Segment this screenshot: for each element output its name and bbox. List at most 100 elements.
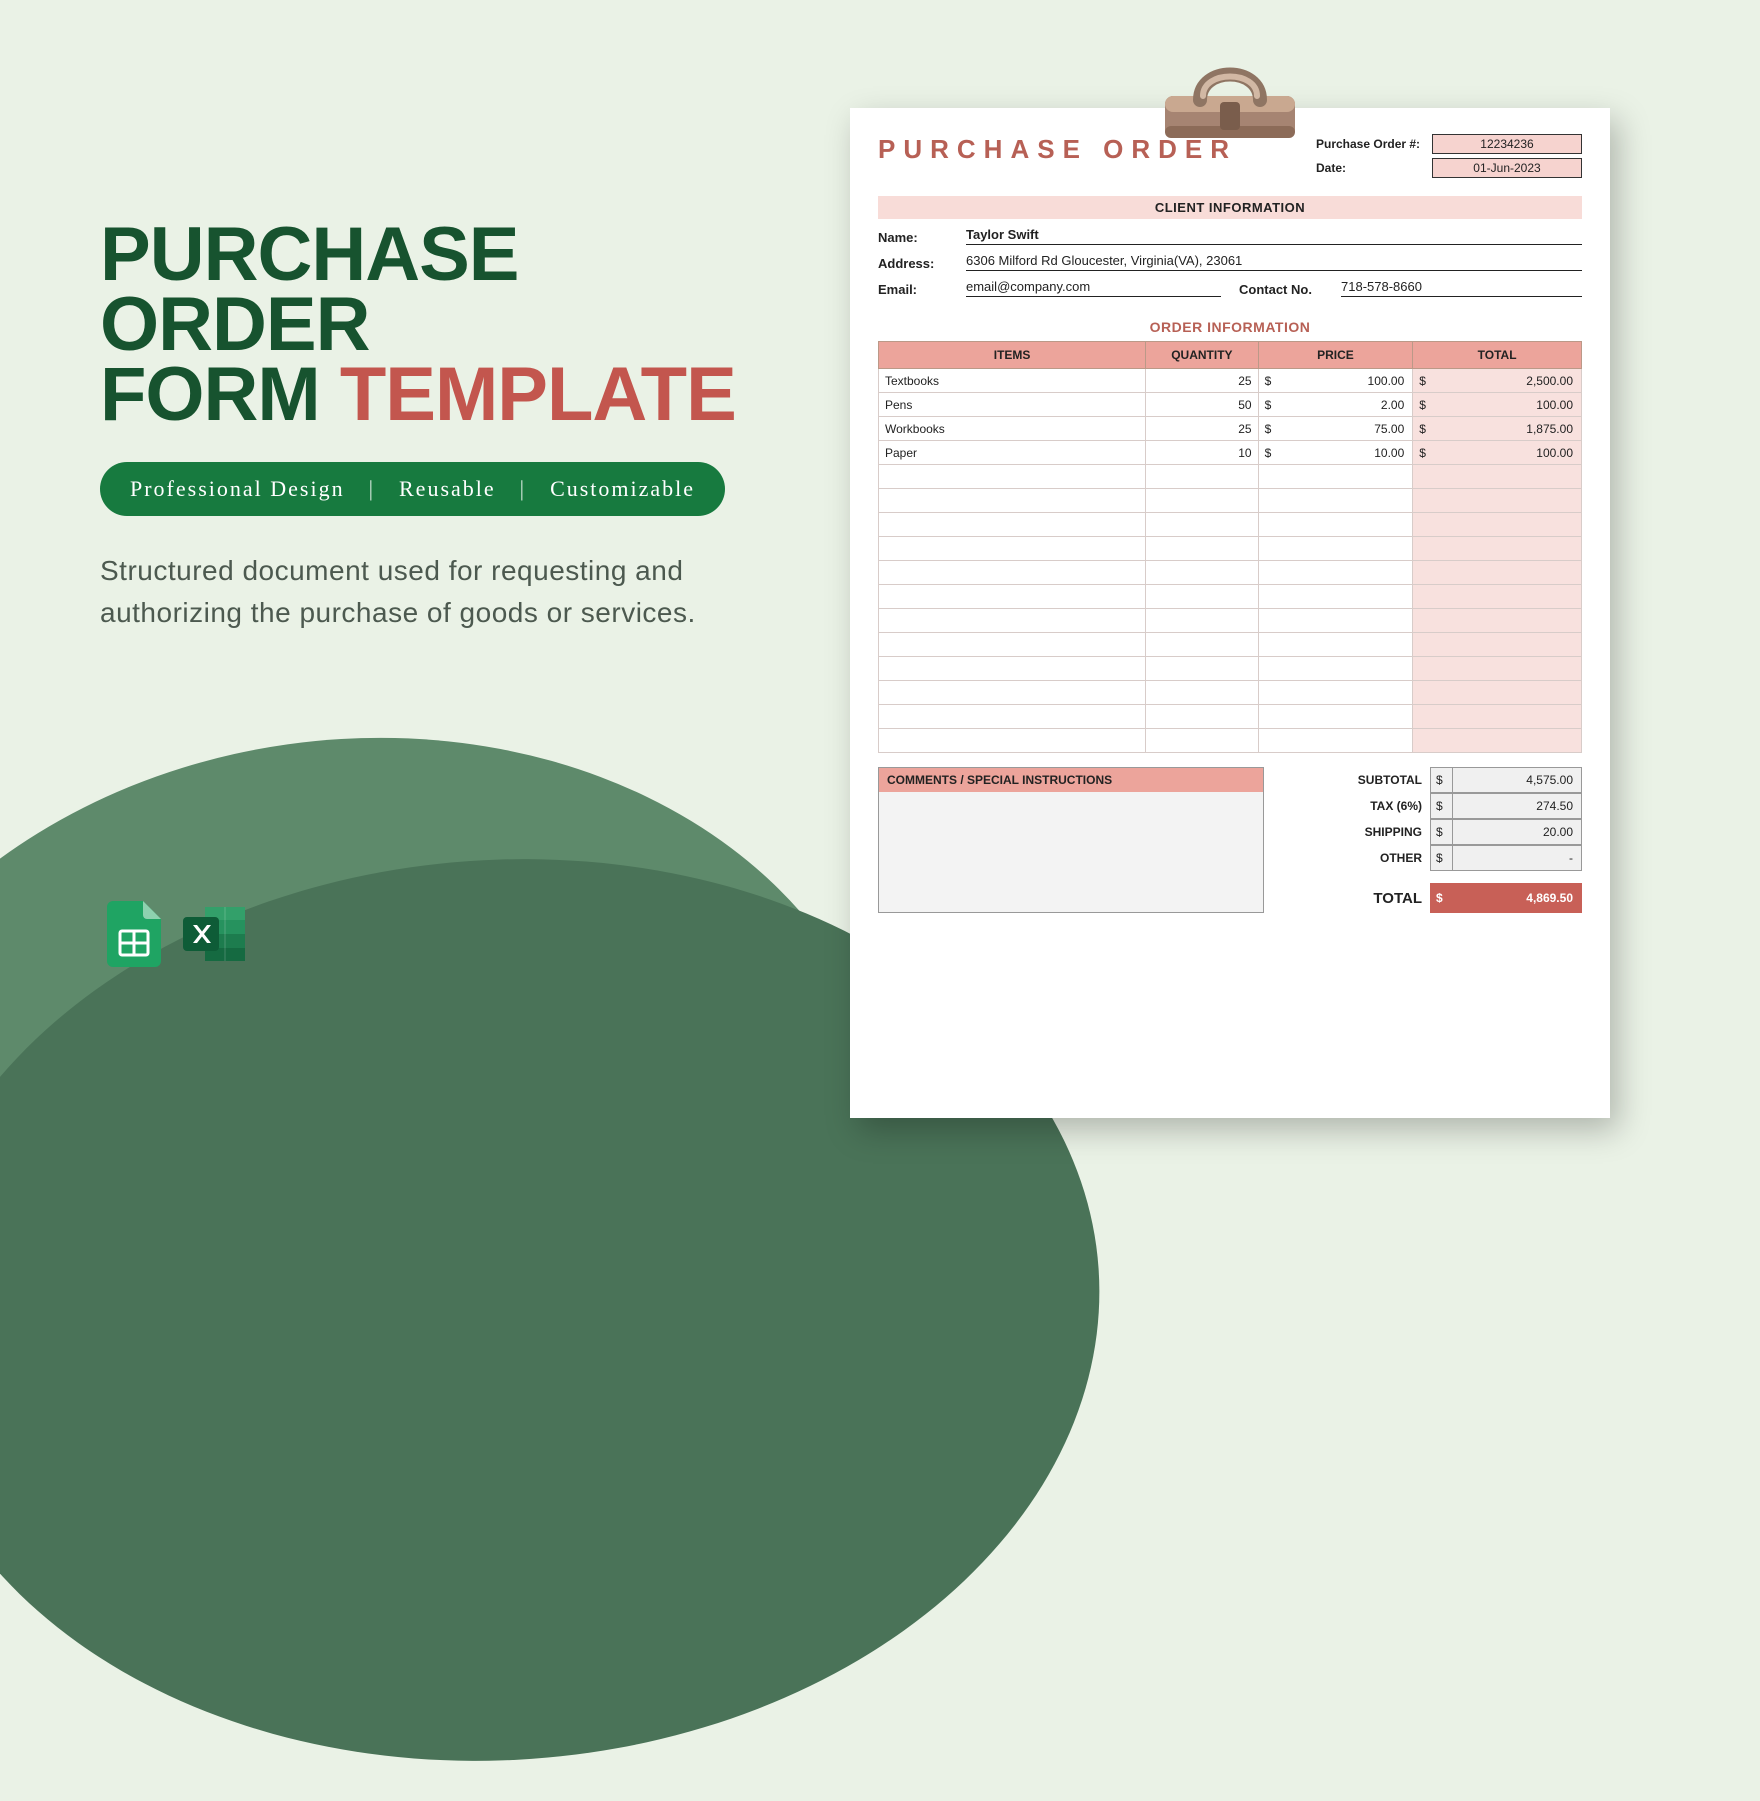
- comments-header: COMMENTS / SPECIAL INSTRUCTIONS: [879, 768, 1263, 792]
- table-row-empty: [879, 537, 1582, 561]
- features-pill: Professional Design | Reusable | Customi…: [100, 462, 725, 516]
- cell-price: 100.00: [1286, 369, 1413, 393]
- table-row: Paper10$10.00$100.00: [879, 441, 1582, 465]
- totals-cur: $: [1430, 845, 1452, 871]
- client-email-label: Email:: [878, 282, 956, 297]
- cell-item: Textbooks: [879, 369, 1146, 393]
- po-number-label: Purchase Order #:: [1316, 137, 1426, 151]
- client-address-label: Address:: [878, 256, 956, 271]
- table-row: Workbooks25$75.00$1,875.00: [879, 417, 1582, 441]
- cell-total: 100.00: [1441, 393, 1582, 417]
- headline-line2b: TEMPLATE: [340, 352, 736, 437]
- cell-price-cur: $: [1258, 417, 1286, 441]
- col-qty: QUANTITY: [1146, 342, 1258, 369]
- cell-total: 2,500.00: [1441, 369, 1582, 393]
- client-email: email@company.com: [966, 279, 1221, 297]
- totals-row: SUBTOTAL$4,575.00: [1282, 767, 1582, 793]
- po-date-label: Date:: [1316, 161, 1426, 175]
- pill-item-0: Professional Design: [130, 476, 345, 502]
- cell-total-cur: $: [1413, 417, 1441, 441]
- pill-sep: |: [520, 476, 526, 502]
- totals-label: OTHER: [1282, 851, 1430, 865]
- cell-item: Pens: [879, 393, 1146, 417]
- totals-cur: $: [1430, 819, 1452, 845]
- cell-qty: 25: [1146, 369, 1258, 393]
- table-row-empty: [879, 585, 1582, 609]
- col-price: PRICE: [1258, 342, 1413, 369]
- table-row: Pens50$2.00$100.00: [879, 393, 1582, 417]
- cell-total-cur: $: [1413, 369, 1441, 393]
- binder-clip-icon: [1145, 36, 1315, 156]
- table-row-empty: [879, 729, 1582, 753]
- table-row-empty: [879, 561, 1582, 585]
- totals-label: TAX (6%): [1282, 799, 1430, 813]
- client-contact-label: Contact No.: [1239, 282, 1331, 297]
- cell-price: 75.00: [1286, 417, 1413, 441]
- totals-label: SUBTOTAL: [1282, 773, 1430, 787]
- table-row: Textbooks25$100.00$2,500.00: [879, 369, 1582, 393]
- table-row-empty: [879, 609, 1582, 633]
- excel-icon: [182, 900, 250, 968]
- totals: SUBTOTAL$4,575.00TAX (6%)$274.50SHIPPING…: [1282, 767, 1582, 913]
- totals-cur: $: [1430, 767, 1452, 793]
- cell-price-cur: $: [1258, 369, 1286, 393]
- col-total: TOTAL: [1413, 342, 1582, 369]
- totals-row: OTHER$-: [1282, 845, 1582, 871]
- left-panel: PURCHASE ORDER FORM TEMPLATE Professiona…: [100, 220, 750, 634]
- po-meta: Purchase Order #: 12234236 Date: 01-Jun-…: [1316, 134, 1582, 182]
- cell-total: 1,875.00: [1441, 417, 1582, 441]
- totals-cur: $: [1430, 793, 1452, 819]
- grand-total-cur: $: [1430, 883, 1452, 913]
- order-header-row: ITEMS QUANTITY PRICE TOTAL: [879, 342, 1582, 369]
- client-banner: CLIENT INFORMATION: [878, 196, 1582, 219]
- table-row-empty: [879, 657, 1582, 681]
- table-row-empty: [879, 681, 1582, 705]
- totals-value: 274.50: [1452, 793, 1582, 819]
- headline-line2a: FORM: [100, 352, 340, 437]
- client-address: 6306 Milford Rd Gloucester, Virginia(VA)…: [966, 253, 1582, 271]
- client-info: Name: Taylor Swift Address: 6306 Milford…: [878, 223, 1582, 301]
- bottom-area: COMMENTS / SPECIAL INSTRUCTIONS SUBTOTAL…: [878, 767, 1582, 913]
- table-row-empty: [879, 465, 1582, 489]
- cell-qty: 50: [1146, 393, 1258, 417]
- description: Structured document used for requesting …: [100, 550, 740, 634]
- totals-row: TAX (6%)$274.50: [1282, 793, 1582, 819]
- table-row-empty: [879, 489, 1582, 513]
- comments-body: [879, 792, 1263, 912]
- client-name: Taylor Swift: [966, 227, 1582, 245]
- cell-price: 10.00: [1286, 441, 1413, 465]
- app-icons: [100, 900, 250, 968]
- totals-label: SHIPPING: [1282, 825, 1430, 839]
- cell-item: Paper: [879, 441, 1146, 465]
- po-date-value: 01-Jun-2023: [1432, 158, 1582, 178]
- order-title: ORDER INFORMATION: [878, 319, 1582, 335]
- grand-total-row: TOTAL $ 4,869.50: [1282, 883, 1582, 913]
- cell-total: 100.00: [1441, 441, 1582, 465]
- totals-value: 4,575.00: [1452, 767, 1582, 793]
- order-table: ITEMS QUANTITY PRICE TOTAL Textbooks25$1…: [878, 341, 1582, 753]
- po-number-value: 12234236: [1432, 134, 1582, 154]
- pill-item-2: Customizable: [550, 476, 695, 502]
- cell-qty: 10: [1146, 441, 1258, 465]
- comments-box: COMMENTS / SPECIAL INSTRUCTIONS: [878, 767, 1264, 913]
- totals-value: 20.00: [1452, 819, 1582, 845]
- cell-total-cur: $: [1413, 393, 1441, 417]
- headline-line2: FORM TEMPLATE: [100, 360, 750, 430]
- client-name-label: Name:: [878, 230, 956, 245]
- pill-sep: |: [369, 476, 375, 502]
- cell-total-cur: $: [1413, 441, 1441, 465]
- headline-line1: PURCHASE ORDER: [100, 220, 750, 360]
- grand-total-label: TOTAL: [1282, 890, 1430, 907]
- totals-value: -: [1452, 845, 1582, 871]
- col-items: ITEMS: [879, 342, 1146, 369]
- cell-price: 2.00: [1286, 393, 1413, 417]
- sheets-icon: [100, 900, 168, 968]
- cell-price-cur: $: [1258, 393, 1286, 417]
- cell-qty: 25: [1146, 417, 1258, 441]
- totals-row: SHIPPING$20.00: [1282, 819, 1582, 845]
- headline: PURCHASE ORDER FORM TEMPLATE: [100, 220, 750, 430]
- table-row-empty: [879, 705, 1582, 729]
- grand-total-value: 4,869.50: [1452, 883, 1582, 913]
- pill-item-1: Reusable: [399, 476, 496, 502]
- table-row-empty: [879, 513, 1582, 537]
